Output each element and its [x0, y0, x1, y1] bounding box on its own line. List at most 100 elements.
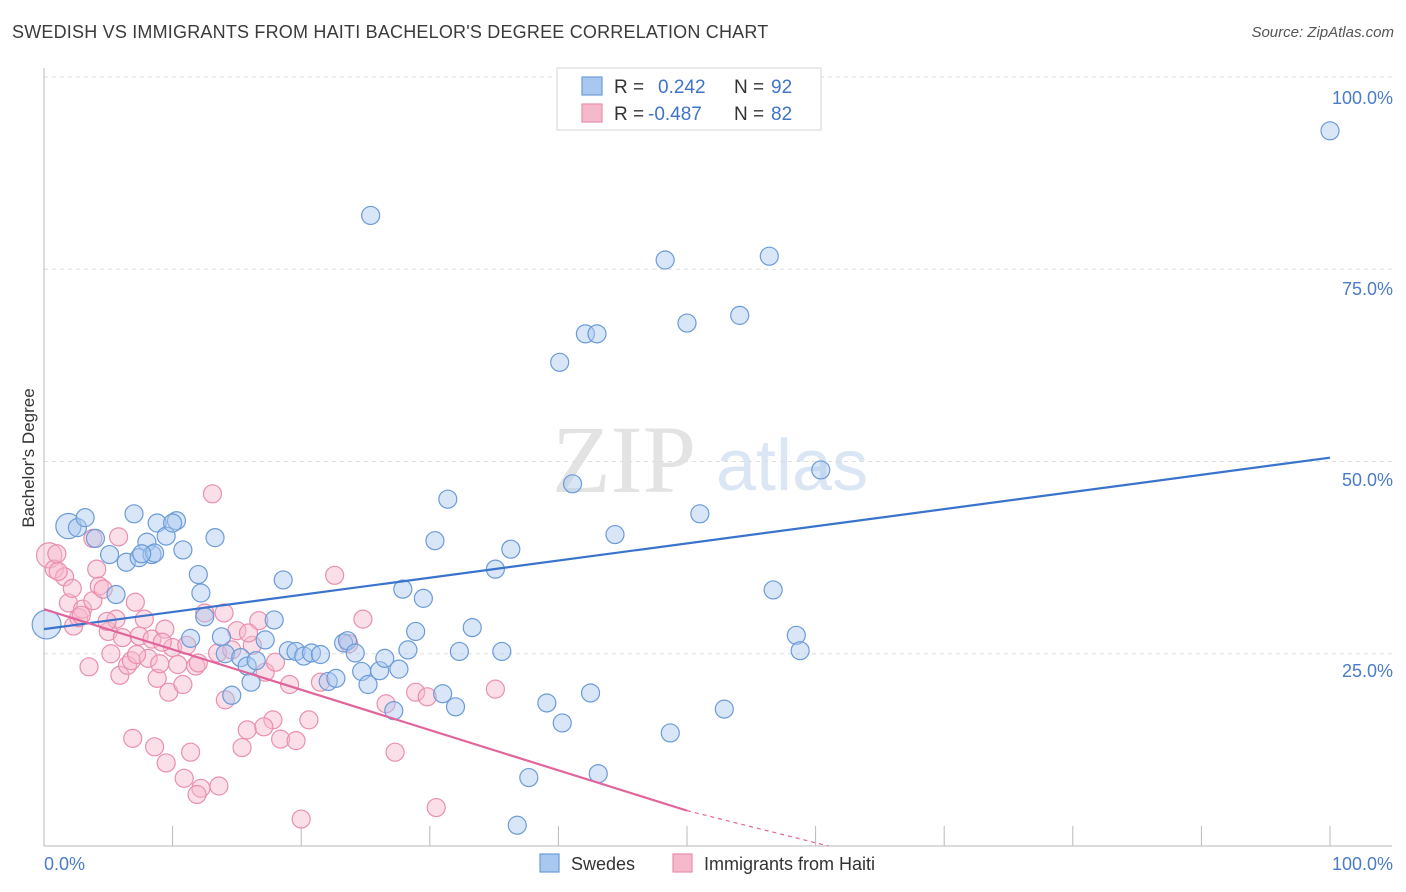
haiti-point-50 — [325, 565, 345, 585]
y-tick-label-75: 75.0% — [1342, 279, 1393, 299]
swedes-point-64 — [507, 815, 527, 835]
haiti-point-73 — [48, 561, 68, 582]
swedes-point-0 — [31, 609, 62, 640]
haiti-point-51 — [353, 609, 373, 629]
y-tick-label-50: 50.0% — [1342, 470, 1393, 490]
swedes-point-35 — [294, 646, 314, 666]
swedes-point-76 — [690, 504, 710, 524]
haiti-point-60 — [62, 578, 82, 598]
swedes-point-55 — [433, 684, 453, 704]
swedes-point-82 — [790, 641, 810, 661]
swedes-point-17 — [163, 513, 183, 533]
swedes-point-66 — [552, 713, 572, 733]
swedes-point-70 — [580, 683, 601, 703]
haiti-point-8 — [79, 657, 99, 677]
y-axis-label: Bachelor's Degree — [19, 388, 38, 527]
watermark-atlas: atlas — [716, 426, 868, 506]
haiti-point-25 — [147, 668, 167, 688]
source-label: Source: ZipAtlas.com — [1251, 24, 1394, 41]
haiti-point-75 — [126, 644, 147, 665]
series-swedes-points — [31, 121, 1340, 835]
haiti-point-59 — [108, 527, 129, 547]
haiti-point-20 — [125, 592, 145, 612]
swedes-point-47 — [375, 648, 395, 668]
swedes-point-69 — [587, 324, 607, 344]
legend-n-label-swedes: N = — [734, 77, 764, 98]
haiti-point-47 — [271, 729, 291, 749]
haiti-point-78 — [214, 603, 234, 623]
haiti-point-66 — [187, 784, 207, 805]
haiti-point-53 — [385, 742, 405, 762]
haiti-point-79 — [238, 623, 259, 643]
trend-line-haiti-extension — [686, 810, 829, 847]
swedes-point-80 — [763, 580, 783, 600]
watermark-zip: ZIP — [552, 406, 696, 513]
swedes-point-52 — [406, 621, 426, 642]
haiti-point-68 — [232, 737, 252, 758]
swedes-point-2 — [67, 518, 88, 538]
haiti-point-31 — [173, 674, 193, 695]
haiti-point-56 — [426, 797, 446, 818]
swedes-point-13 — [147, 513, 167, 533]
swedes-point-16 — [173, 540, 193, 560]
haiti-point-67 — [209, 776, 229, 796]
swedes-point-67 — [562, 474, 583, 494]
swedes-point-45 — [361, 205, 381, 226]
swedes-point-31 — [264, 610, 284, 630]
swedes-point-86 — [132, 544, 152, 564]
haiti-point-49 — [291, 809, 311, 829]
swedes-point-48 — [389, 659, 409, 679]
trend-line-swedes — [43, 456, 1331, 631]
haiti-point-81 — [299, 710, 319, 730]
swedes-point-39 — [326, 668, 346, 688]
bottom-legend: Swedes Immigrants from Haiti — [539, 853, 875, 874]
swedes-point-83 — [811, 460, 831, 480]
haiti-point-0 — [35, 542, 63, 569]
bottom-legend-swatch-haiti — [672, 853, 693, 873]
swedes-point-73 — [655, 250, 675, 270]
swedes-point-74 — [660, 723, 680, 743]
swedes-point-6 — [106, 584, 126, 605]
gridlines — [44, 76, 1392, 655]
swedes-point-7 — [116, 552, 136, 572]
legend-n-value-haiti: 82 — [771, 104, 792, 125]
swedes-point-85 — [550, 352, 570, 372]
chart-title: SWEDISH VS IMMIGRANTS FROM HAITI BACHELO… — [12, 22, 769, 42]
x-tick-label-0: 0.0% — [44, 854, 85, 874]
swedes-point-4 — [85, 528, 106, 549]
trend-line-haiti — [43, 608, 688, 812]
swedes-point-20 — [181, 628, 201, 648]
swedes-point-8 — [124, 504, 144, 524]
x-tick-label-100: 100.0% — [1332, 854, 1393, 874]
swedes-point-59 — [462, 618, 482, 638]
swedes-point-78 — [730, 305, 750, 325]
haiti-point-38 — [208, 643, 228, 663]
swedes-point-56 — [438, 489, 458, 509]
haiti-point-37 — [202, 484, 223, 504]
x-axis-ticks — [172, 826, 1331, 846]
swedes-point-22 — [195, 607, 215, 627]
swedes-point-5 — [99, 544, 120, 565]
haiti-point-33 — [181, 742, 201, 762]
haiti-point-30 — [168, 654, 188, 675]
swedes-point-21 — [191, 583, 211, 603]
legend: R = 0.242 N = 92 R = -0.487 N = 82 — [556, 67, 822, 131]
swedes-point-10 — [137, 532, 157, 552]
haiti-point-4 — [58, 593, 79, 613]
swedes-point-33 — [278, 641, 298, 661]
swedes-point-3 — [75, 508, 95, 528]
swedes-point-72 — [605, 524, 625, 545]
bottom-legend-haiti: Immigrants from Haiti — [704, 854, 875, 874]
legend-r-label-haiti: R = — [614, 104, 644, 125]
swedes-point-62 — [492, 641, 512, 662]
swedes-point-81 — [786, 625, 806, 645]
y-tick-label-25: 25.0% — [1342, 661, 1393, 681]
swedes-point-53 — [413, 588, 433, 608]
haiti-point-42 — [237, 720, 257, 740]
haiti-point-71 — [310, 672, 331, 692]
legend-r-value-haiti: -0.487 — [648, 104, 702, 125]
legend-n-label-haiti: N = — [734, 104, 764, 125]
haiti-point-65 — [174, 768, 194, 788]
haiti-point-14 — [101, 644, 121, 664]
